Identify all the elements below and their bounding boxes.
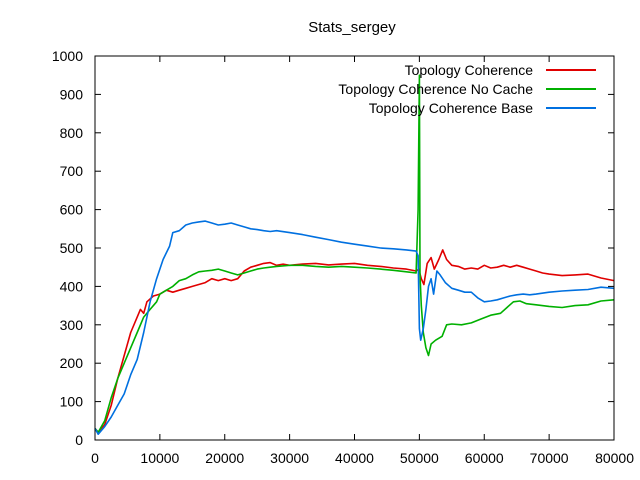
y-tick-label: 1000	[52, 48, 83, 64]
x-tick-label: 70000	[530, 450, 569, 466]
y-tick-label: 400	[60, 278, 84, 294]
legend-label-2: Topology Coherence No Cache	[338, 81, 533, 97]
series-line-2	[94, 74, 615, 434]
y-tick-label: 900	[60, 86, 84, 102]
y-tick-label: 200	[60, 355, 84, 371]
y-tick-label: 500	[60, 240, 84, 256]
legend-label-3: Topology Coherence Base	[369, 100, 533, 116]
x-tick-label: 80000	[595, 450, 634, 466]
chart-title: Stats_sergey	[308, 19, 396, 36]
y-tick-label: 0	[75, 432, 83, 448]
x-tick-label: 60000	[465, 450, 504, 466]
x-tick-label: 40000	[335, 450, 374, 466]
series-layer	[94, 74, 615, 435]
y-tick-label: 600	[60, 202, 84, 218]
y-tick-label: 300	[60, 317, 84, 333]
plot-frame	[94, 55, 615, 441]
legend: Topology Coherence Topology Coherence No …	[338, 62, 596, 116]
x-tick-label: 10000	[140, 450, 179, 466]
x-tick-label: 30000	[270, 450, 309, 466]
y-tick-label: 800	[60, 125, 84, 141]
x-tick-label: 50000	[400, 450, 439, 466]
y-tick-label: 100	[60, 394, 84, 410]
legend-label-1: Topology Coherence	[405, 62, 534, 78]
x-tick-label: 20000	[205, 450, 244, 466]
y-tick-label: 700	[60, 163, 84, 179]
series-line-3	[94, 220, 615, 435]
x-tick-label: 0	[91, 450, 99, 466]
series-line-1	[94, 249, 615, 434]
